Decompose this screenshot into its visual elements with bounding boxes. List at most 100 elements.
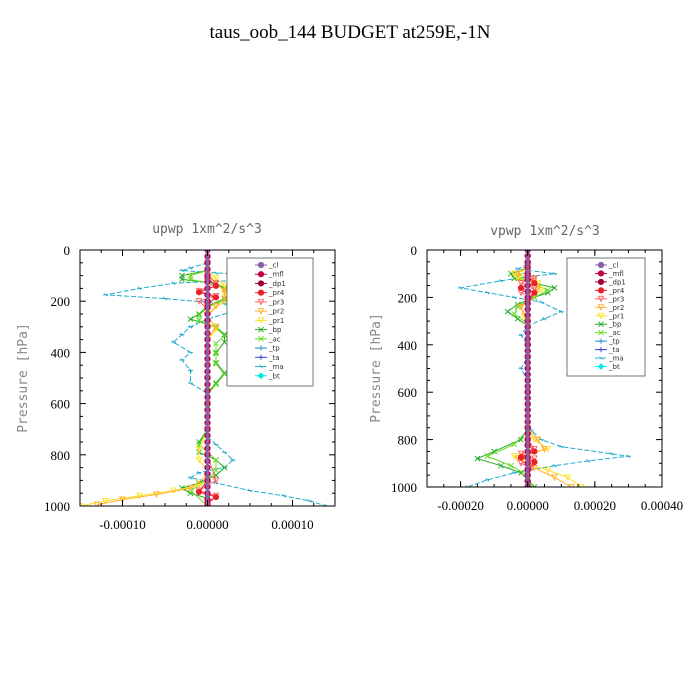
- y-axis-label: Pressure [hPa]: [16, 323, 31, 433]
- series-pr2-marker: [551, 474, 558, 482]
- series-pr2-marker: [212, 303, 220, 310]
- legend-label: _ma: [608, 355, 624, 363]
- series-ma-marker: [213, 271, 219, 275]
- legend-item: _pr1: [595, 312, 624, 320]
- legend-item: _pr2: [595, 304, 624, 312]
- series-ma-marker: [162, 296, 168, 301]
- series-ac-marker: [221, 371, 228, 378]
- series-ac-marker: [187, 276, 194, 283]
- series-ma-marker: [179, 268, 185, 273]
- series-pr2-marker: [153, 491, 160, 499]
- x-tick-label: 0.00040: [641, 498, 683, 513]
- legend-pr3-marker: [597, 295, 605, 303]
- series-pr1-marker: [195, 482, 203, 490]
- legend-ma-marker: [258, 364, 264, 369]
- series-ma-marker: [541, 316, 548, 321]
- series-ma-marker: [221, 450, 228, 455]
- series-ma-marker: [247, 488, 253, 493]
- legend: _cl_mfl_dp1_pr4_pr3_pr2_pr1_bp_ac_tp_ta_…: [226, 257, 314, 387]
- legend-pr3-marker: [257, 298, 265, 306]
- series-pr4-marker: [531, 459, 538, 466]
- series-pr3-marker: [517, 460, 525, 467]
- series-pr1-marker: [212, 275, 220, 282]
- series-bp-marker: [508, 270, 514, 277]
- legend-item: _bp: [595, 321, 622, 329]
- legend-label: _dp1: [268, 280, 286, 288]
- series-ma-marker: [511, 470, 517, 475]
- series-ac-marker: [213, 467, 219, 474]
- figure-title: taus_oob_144 BUDGET at259E,-1N: [209, 22, 491, 43]
- series-bp-marker: [221, 464, 228, 471]
- series-pr3-marker: [531, 275, 538, 283]
- series-pr2-marker: [221, 287, 228, 295]
- series-ma-marker: [170, 281, 177, 286]
- series-ma-marker: [187, 475, 194, 480]
- series-ac-marker: [213, 350, 219, 357]
- legend-ma-marker: [598, 356, 604, 360]
- legend-label: _mfl: [268, 271, 284, 279]
- series-pr2-marker: [541, 446, 548, 453]
- plot-area: [457, 250, 632, 487]
- legend-item: _pr1: [255, 317, 284, 325]
- series-pr1-marker: [195, 446, 203, 454]
- series-ma-marker: [102, 292, 109, 297]
- series-pr4-marker: [531, 289, 538, 296]
- y-tick-label: 1000: [391, 480, 417, 495]
- series-ma-marker: [136, 286, 143, 291]
- legend: _cl_mfl_dp1_pr4_pr3_pr2_pr1_bp_ac_tp_ta_…: [566, 257, 646, 377]
- legend-label: _ac: [608, 329, 621, 337]
- series-pr4-marker: [517, 454, 525, 461]
- panel-title: vpwp 1xm^2/s^3: [490, 224, 600, 239]
- legend-item: _dp1: [255, 280, 286, 288]
- series-ma-marker: [187, 381, 194, 385]
- legend-tp-marker: [598, 338, 604, 344]
- legend-box: [566, 257, 646, 377]
- y-tick-label: 0: [411, 243, 418, 258]
- y-tick-label: 0: [64, 243, 71, 258]
- upwp-panel: upwp 1xm^2/s^3 Pressure [hPa] 0 200 400 600 80…: [16, 222, 336, 532]
- legend-bp-marker: [258, 326, 264, 333]
- series-ac-marker: [511, 311, 518, 317]
- series-pr3-marker: [531, 455, 538, 463]
- series-pr3-marker: [517, 450, 525, 458]
- legend-item: _bp: [255, 326, 282, 334]
- legend-mfl-marker: [257, 271, 265, 278]
- series-ac-marker: [213, 361, 219, 367]
- series-pr3-marker: [195, 298, 203, 305]
- series-ma-marker: [518, 366, 524, 371]
- series-pr1-marker: [136, 492, 143, 500]
- legend-item: _pr3: [595, 295, 624, 303]
- legend-item: _bt: [595, 363, 620, 371]
- series-pr1-marker: [544, 446, 552, 453]
- legend-label: _bp: [608, 321, 622, 329]
- series-pr2-marker: [534, 284, 542, 292]
- legend-item: _ta: [255, 354, 280, 362]
- legend-pr1-marker: [597, 312, 605, 320]
- series-ma-marker: [196, 470, 202, 475]
- legend-label: _ma: [268, 363, 284, 371]
- legend-dp1-marker: [257, 280, 265, 287]
- series-ac-marker: [196, 312, 202, 319]
- series-pr1-marker: [531, 436, 538, 444]
- series-bp-marker: [187, 316, 194, 323]
- legend-item: _pr2: [255, 308, 284, 316]
- legend-label: _ta: [608, 346, 620, 354]
- legend-tp-marker: [258, 345, 264, 351]
- legend-item: _tp: [595, 338, 620, 346]
- legend-pr1-marker: [257, 317, 265, 324]
- series-ma-marker: [187, 324, 194, 329]
- legend-ac-marker: [598, 329, 604, 336]
- series-ac-marker: [514, 303, 521, 310]
- series-pr4-marker: [195, 488, 203, 496]
- x-tick-label: 0.00000: [507, 498, 549, 513]
- series-ac-marker: [213, 340, 219, 347]
- series-ma-marker: [457, 286, 464, 290]
- series-ma-marker: [518, 333, 524, 338]
- legend-item: _ac: [595, 329, 621, 337]
- series-pr2-marker: [212, 323, 220, 331]
- y-tick-label: 800: [398, 433, 418, 448]
- series-pr1-marker: [221, 282, 228, 290]
- legend-label: _ta: [268, 354, 280, 362]
- legend-ta-marker: [258, 354, 264, 360]
- series-pr4-marker: [531, 448, 538, 455]
